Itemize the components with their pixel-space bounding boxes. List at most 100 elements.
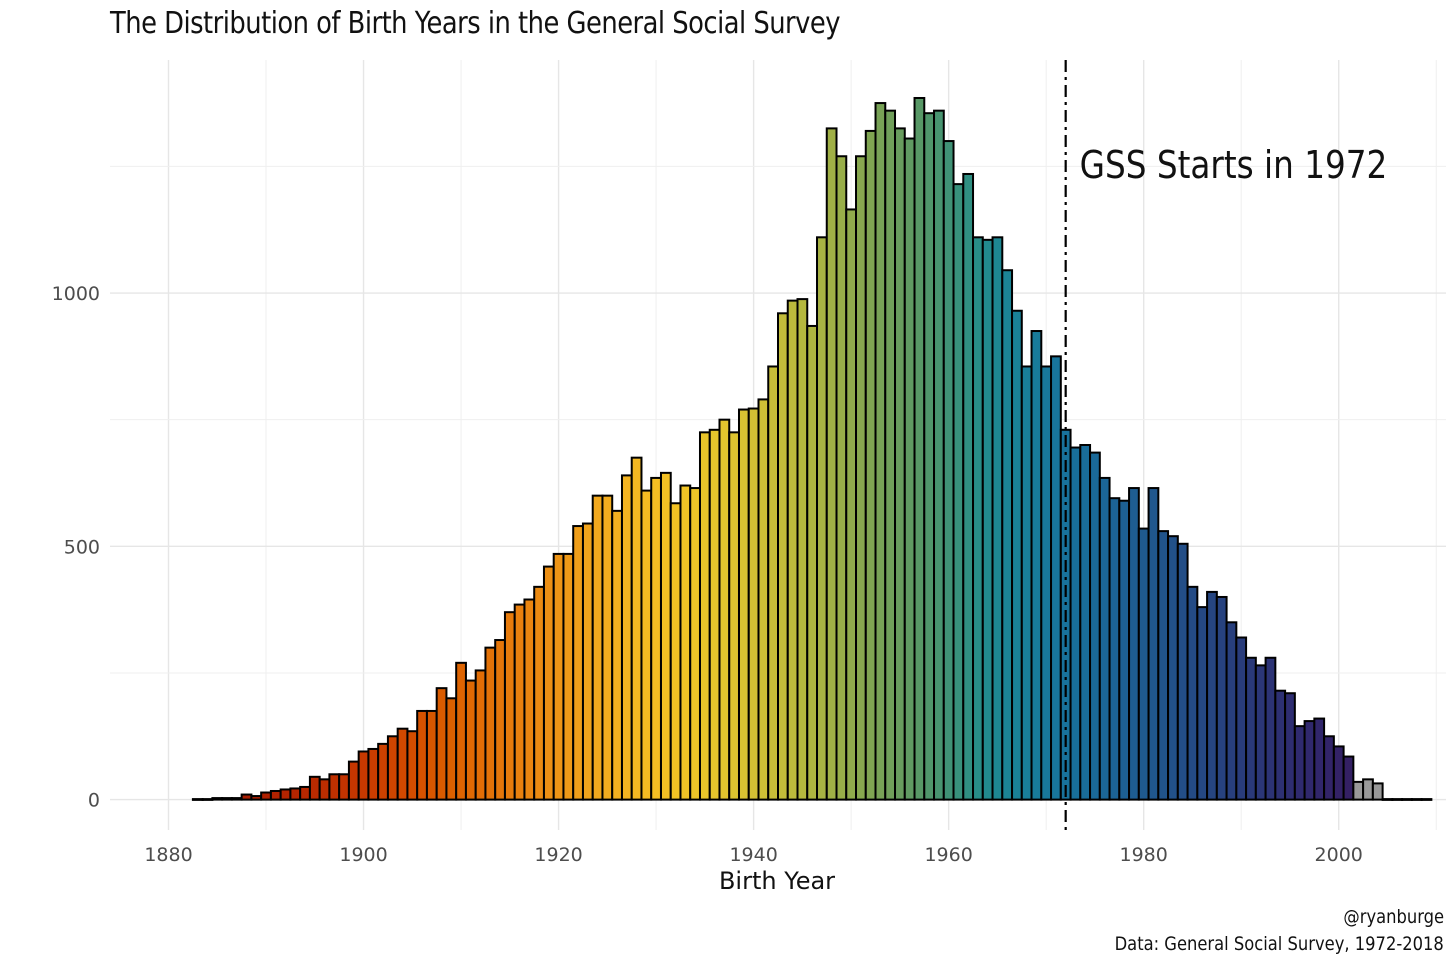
histogram-bar <box>1225 621 1238 801</box>
histogram-bar <box>240 793 253 801</box>
histogram-bar <box>1157 530 1170 801</box>
histogram-bar <box>1254 664 1267 801</box>
histogram-bar <box>991 236 1004 801</box>
histogram-bar <box>796 298 809 801</box>
histogram-bar <box>1235 636 1248 801</box>
annotation-group: GSS Starts in 1972 <box>1064 60 1388 830</box>
histogram-bar <box>1128 487 1140 801</box>
histogram-bar <box>386 735 399 801</box>
histogram-bar <box>318 778 331 801</box>
histogram-bar <box>806 324 819 801</box>
histogram-bar <box>1011 309 1023 801</box>
x-tick-label: 1900 <box>339 844 387 866</box>
histogram-bar <box>1352 780 1365 801</box>
histogram-bar <box>191 798 204 801</box>
histogram-bar <box>260 791 272 801</box>
histogram-bar <box>513 603 526 801</box>
histogram-bar <box>923 112 936 801</box>
histogram-bar <box>1264 656 1277 801</box>
y-tick-label: 1000 <box>52 283 100 305</box>
histogram-bar <box>903 137 916 801</box>
histogram-bar <box>572 525 584 801</box>
histogram-bar <box>835 155 848 801</box>
histogram-bar <box>894 127 906 801</box>
histogram-bar <box>767 365 779 801</box>
histogram-bar <box>942 140 955 801</box>
histogram-bar <box>1069 446 1082 801</box>
histogram-bar <box>347 760 360 801</box>
histogram-bar <box>1089 451 1101 801</box>
histogram-bar <box>708 428 721 801</box>
histogram-bar <box>396 727 409 801</box>
histogram-bar <box>747 407 760 801</box>
histogram-bar <box>1040 365 1053 801</box>
histogram-bar <box>1323 735 1335 801</box>
histogram-bar <box>620 474 633 801</box>
histogram-bar <box>855 155 867 801</box>
histogram-bar <box>786 299 799 801</box>
histogram-bar <box>562 552 575 801</box>
histogram-bar <box>737 408 750 801</box>
histogram-bar <box>913 96 926 801</box>
histogram-bar <box>874 102 887 801</box>
histogram-bar <box>698 431 711 801</box>
histogram-bar <box>825 127 838 801</box>
histogram-bar <box>679 484 692 801</box>
histogram-bar <box>1108 497 1121 801</box>
histogram-bar <box>777 312 789 801</box>
histogram-bar <box>581 522 594 801</box>
y-axis-ticks: 0 500 1000 <box>52 283 100 812</box>
histogram-bar <box>328 773 341 801</box>
histogram-bar <box>1391 798 1404 801</box>
histogram-bar <box>464 679 477 801</box>
histogram-bar <box>1303 720 1316 801</box>
histogram-bar <box>1176 542 1189 801</box>
histogram-bar <box>494 639 506 801</box>
histogram-bar <box>630 456 643 801</box>
histogram-bar <box>289 787 302 801</box>
histogram-bar <box>533 585 545 801</box>
chart-title: The Distribution of Birth Years in the G… <box>110 6 841 41</box>
histogram-bar <box>884 109 897 801</box>
histogram-bar <box>952 183 965 801</box>
histogram-bar <box>816 236 828 801</box>
y-tick-label: 0 <box>88 790 100 812</box>
histogram-bar <box>1342 755 1355 801</box>
histogram-bar <box>1381 798 1394 801</box>
histogram-bar <box>523 598 536 801</box>
histogram-bar <box>1284 692 1296 801</box>
histogram-bar <box>279 788 292 801</box>
histogram-bar <box>933 109 945 801</box>
histogram-bar <box>221 797 233 801</box>
histogram-bar <box>455 661 467 801</box>
caption-author: @ryanburge <box>1343 906 1444 928</box>
histogram-bar <box>962 172 975 801</box>
histogram-bar <box>640 489 653 801</box>
histogram-bar <box>972 236 984 801</box>
histogram-bar <box>435 687 448 801</box>
gss-start-annotation: GSS Starts in 1972 <box>1080 144 1388 188</box>
histogram-bar <box>503 611 516 801</box>
histogram-bar <box>1401 798 1413 801</box>
histogram-bar <box>1245 656 1257 801</box>
histogram-bar <box>299 785 311 801</box>
histogram-bar <box>1030 330 1043 801</box>
x-tick-label: 1880 <box>144 844 192 866</box>
histogram-bar <box>269 789 282 801</box>
histogram-bar <box>367 747 380 801</box>
histogram-bar <box>1001 269 1014 801</box>
histogram-bar <box>1079 444 1092 801</box>
histogram-bar <box>308 775 321 801</box>
histogram-bar <box>601 494 614 801</box>
histogram-bar <box>611 509 623 801</box>
histogram-bar <box>659 471 672 801</box>
x-axis-ticks: 1880 1900 1920 1940 1960 1980 2000 <box>144 844 1363 866</box>
histogram-bar <box>1420 798 1433 801</box>
histogram-bar <box>845 208 858 801</box>
histogram-bar <box>1313 717 1326 801</box>
histogram-bar <box>1020 365 1033 801</box>
y-tick-label: 500 <box>64 536 100 558</box>
histogram-bar <box>1371 782 1384 801</box>
histogram-bar <box>689 487 701 801</box>
